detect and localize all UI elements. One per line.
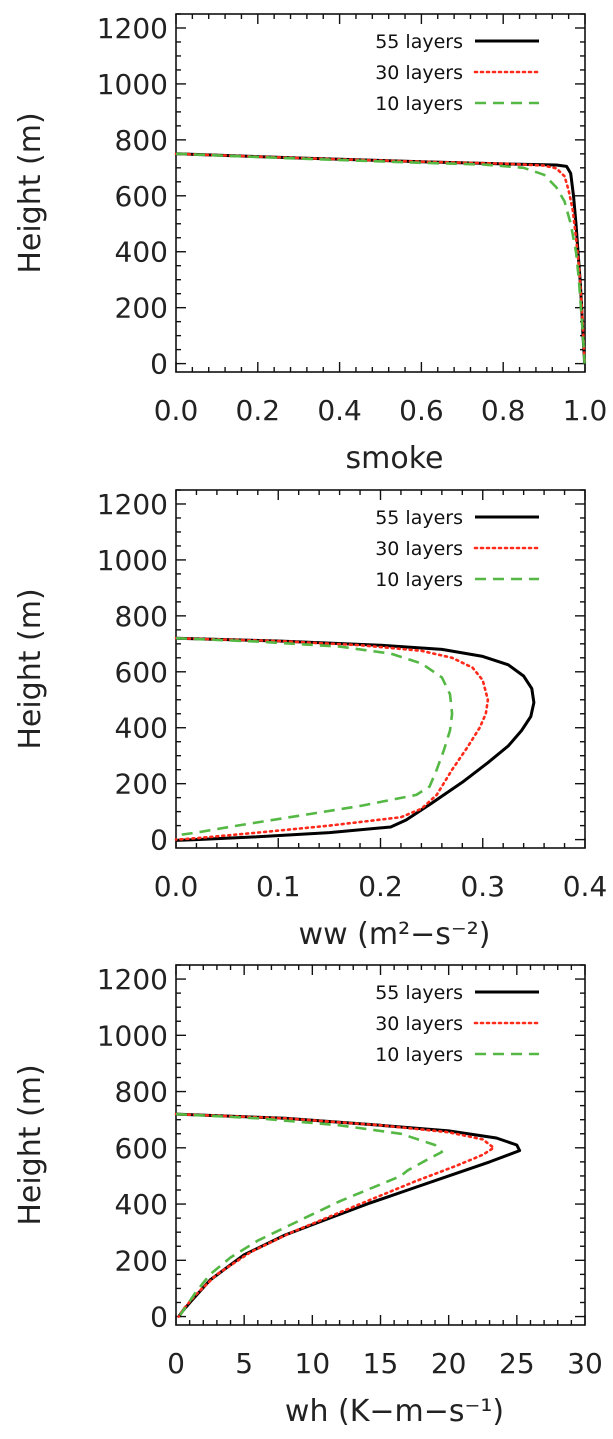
y-tick-label: 800 xyxy=(115,600,168,633)
legend-label: 10 layers xyxy=(375,569,463,591)
y-tick-label: 1000 xyxy=(97,1019,168,1052)
series-line-10-layers xyxy=(175,1112,444,1316)
y-tick-label: 1000 xyxy=(97,544,168,577)
y-tick-label: 400 xyxy=(115,1188,168,1221)
legend-label: 10 layers xyxy=(375,93,463,115)
y-tick-label: 600 xyxy=(115,1132,168,1165)
x-tick-label: 0.1 xyxy=(256,870,301,903)
series-line-30-layers xyxy=(174,636,490,841)
y-tick-label: 800 xyxy=(115,124,168,157)
legend-label: 10 layers xyxy=(375,1044,463,1066)
wh-panel: 0 5 10 15 20 25 30 0 200 400 600 800 1000 1200 wh (K−m… xyxy=(13,963,603,1429)
x-axis-title: ww (m²−s⁻²) xyxy=(299,917,491,952)
y-tick-label: 200 xyxy=(115,1244,168,1277)
x-tick-label: 0.2 xyxy=(236,394,281,427)
y-tick-label: 200 xyxy=(115,768,168,801)
y-axis-title: Height (m) xyxy=(13,588,48,749)
x-tick-label: 30 xyxy=(567,1347,603,1380)
legend-label: 55 layers xyxy=(375,982,463,1004)
x-tick-label: 0.4 xyxy=(563,870,608,903)
series-line-10-layers xyxy=(175,152,586,364)
series-line-30-layers xyxy=(174,1112,495,1318)
y-tick-label: 1200 xyxy=(97,488,168,521)
series-line-10-layers xyxy=(175,636,454,837)
x-tick-label: 0.0 xyxy=(154,394,199,427)
x-tick-label: 0.3 xyxy=(460,870,505,903)
plot-frame xyxy=(175,13,586,373)
y-tick-label: 600 xyxy=(115,180,168,213)
x-tick-label: 0.2 xyxy=(358,870,403,903)
x-tick-label: 25 xyxy=(499,1347,535,1380)
x-tick-label: 0.0 xyxy=(154,870,199,903)
x-tick-label: 20 xyxy=(431,1347,467,1380)
y-tick-label: 1000 xyxy=(97,68,168,101)
legend-label: 55 layers xyxy=(375,31,463,53)
legend-label: 30 layers xyxy=(375,62,463,84)
y-axis-title: Height (m) xyxy=(13,1064,48,1225)
ww-panel: 0.0 0.1 0.2 0.3 0.4 0 200 400 600 800 1000 1200 ww (… xyxy=(13,488,607,952)
y-tick-label: 0 xyxy=(150,1301,168,1334)
y-tick-label: 400 xyxy=(115,712,168,745)
series-line-55-layers xyxy=(175,152,587,364)
x-tick-label: 0.4 xyxy=(317,394,362,427)
x-tick-label: 0.6 xyxy=(399,394,444,427)
x-tick-label: 10 xyxy=(295,1347,331,1380)
y-tick-label: 800 xyxy=(115,1076,168,1109)
y-tick-label: 1200 xyxy=(97,12,168,45)
x-tick-label: 15 xyxy=(363,1347,399,1380)
series-line-30-layers xyxy=(174,152,587,365)
x-tick-label: 0 xyxy=(167,1347,185,1380)
y-tick-label: 200 xyxy=(115,292,168,325)
y-tick-label: 600 xyxy=(115,656,168,689)
legend-label: 30 layers xyxy=(375,1013,463,1035)
series-line-55-layers xyxy=(175,636,536,842)
x-tick-label: 0.8 xyxy=(481,394,526,427)
smoke-panel: 0.0 0.2 0.4 0.6 0.8 1.0 0 200 400 600 800 1000 1200 s… xyxy=(13,12,607,476)
y-tick-label: 0 xyxy=(150,824,168,857)
y-tick-label: 1200 xyxy=(97,963,168,996)
x-axis-title: smoke xyxy=(346,441,444,476)
x-axis-title: wh (K−m−s⁻¹) xyxy=(285,1394,504,1429)
series-line-55-layers xyxy=(175,1112,522,1318)
y-tick-label: 400 xyxy=(115,236,168,269)
y-axis-title: Height (m) xyxy=(13,112,48,273)
x-tick-label: 5 xyxy=(235,1347,253,1380)
legend-label: 55 layers xyxy=(375,507,463,529)
y-tick-label: 0 xyxy=(150,348,168,381)
legend-label: 30 layers xyxy=(375,538,463,560)
x-tick-label: 1.0 xyxy=(563,394,608,427)
